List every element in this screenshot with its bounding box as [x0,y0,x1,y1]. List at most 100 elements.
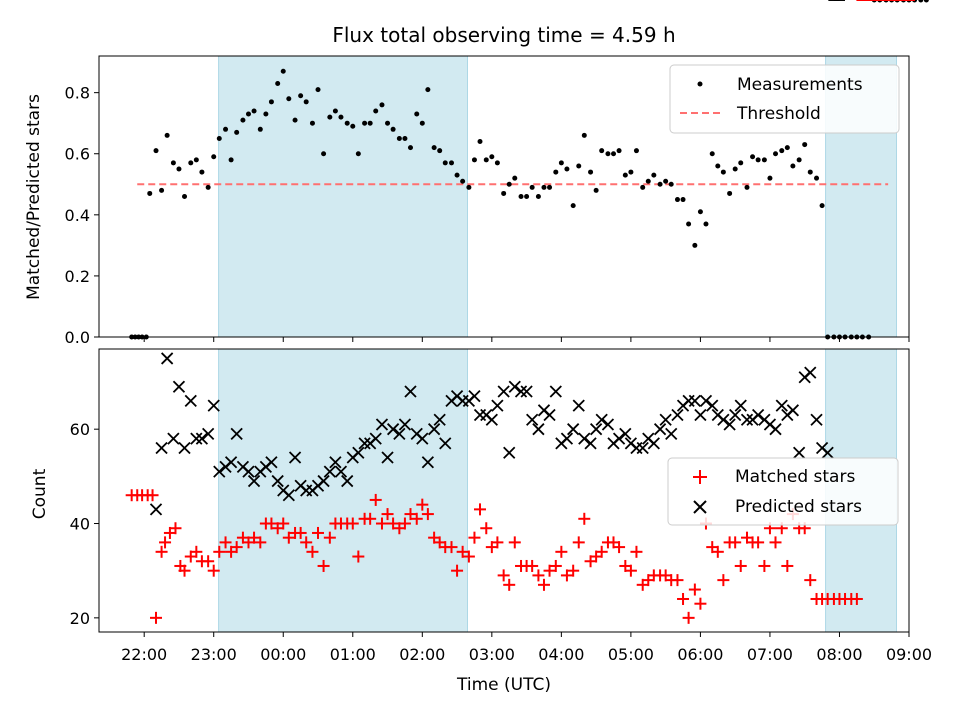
measurement-point [553,169,559,175]
predicted-star-point [224,456,238,469]
measurement-point [355,151,361,157]
measurement-point [524,194,530,199]
predicted-star-point [694,408,707,422]
bottom-legend-box [667,457,899,526]
predicted-star-point [178,441,191,455]
top-ytick-label: 0.8 [65,84,90,103]
bottom-x-ticks: 22:00 23:00 00:00 01:00 02:00 03:00 04:00 05:00… [121,632,932,664]
measurement-point [761,157,767,163]
bottom-panel: 20 40 60 22:00 23:00 00:00 01:00 02:00 03:00 04:… [30,0,932,695]
matched-star-point [451,564,464,577]
predicted-star-point [242,465,255,478]
predicted-star-point [381,451,394,464]
measurement-point [286,96,292,102]
measurement-point [622,172,628,178]
predicted-star-point [699,394,713,408]
measurement-point [570,203,576,209]
matched-star-point [169,522,182,535]
x-tick-label: 02:00 [399,645,445,664]
measurement-point [303,99,309,105]
legend-predicted-label: Predicted stars [735,497,862,517]
predicted-star-point [821,446,834,459]
measurement-point [668,181,674,187]
matched-star-point [202,555,215,568]
measurement-point [402,135,408,141]
predicted-star-point [665,427,678,441]
top-x-ticks [143,337,910,342]
measurement-point [350,123,356,129]
bottom-ytick-label: 60 [70,420,90,439]
matched-star-point [387,517,400,530]
chart-title: Flux total observing time = 4.59 h [332,23,675,47]
predicted-star-point [734,399,747,412]
predicted-star-point [485,413,498,426]
matched-star-point [497,569,510,582]
matched-star-point [155,545,168,558]
matched-star-point [404,508,417,521]
matched-star-point [159,536,172,549]
measurement-point [588,169,594,175]
bottom-axes-frame [98,348,910,633]
predicted-star-point [317,474,330,488]
top-axes-frame [98,55,910,338]
predicted-star-point [786,404,800,417]
matched-star-point [474,503,487,516]
matched-star-point [213,545,226,558]
matched-star-point [421,508,434,521]
x-tick-label: 06:00 [677,645,723,664]
measurement-point [703,221,709,227]
measurement-point [506,181,512,187]
measurement-point [367,120,373,126]
legend-matched-marker [693,470,707,484]
measurement-point [449,160,455,166]
measurement-point [611,151,617,157]
bottom-ytick-label: 40 [70,515,90,534]
predicted-star-point [508,380,521,393]
matched-star-point [549,559,562,572]
predicted-star-point [612,432,626,445]
predicted-star-point [659,413,672,426]
measurement-point [170,160,176,166]
measurement-point [547,184,553,190]
predicted-star-point [630,441,643,455]
predicted-star-point [329,456,342,469]
matched-star-point [503,578,516,591]
measurement-point [814,175,820,181]
predicted-stars-points [149,0,845,516]
measurement-point [558,160,564,166]
matched-star-point [282,531,295,544]
predicted-star-point [532,423,545,436]
measurement-point [240,117,246,123]
matched-star-point [729,536,742,549]
measurement-point [494,160,500,166]
measurement-point [483,157,489,163]
matched-star-point [781,559,794,572]
matched-star-point [219,536,232,549]
predicted-star-point [352,446,365,459]
matched-star-point [630,545,643,558]
predicted-star-point [369,432,382,445]
predicted-star-point [172,380,186,393]
x-tick-label: 01:00 [330,645,376,664]
measurement-point [188,160,194,166]
matched-star-point [688,583,701,596]
measurement-point [454,172,460,178]
measurement-point [529,184,535,190]
matched-star-point [456,545,469,558]
measurement-point [541,184,547,190]
matched-star-point [445,541,458,554]
measurement-point [390,126,396,132]
measurement-point [501,190,507,196]
predicted-star-point [265,456,278,469]
measurement-point [750,154,756,160]
matched-star-point [190,545,203,558]
predicted-star-point [503,446,516,459]
measurement-point [205,184,211,190]
matched-star-point [694,597,707,610]
measurement-point [147,190,153,196]
measurement-point [593,187,599,193]
bottom-ytick-label: 20 [70,609,90,628]
predicted-star-point [636,441,649,455]
legend-measurements-label: Measurements [737,75,863,95]
